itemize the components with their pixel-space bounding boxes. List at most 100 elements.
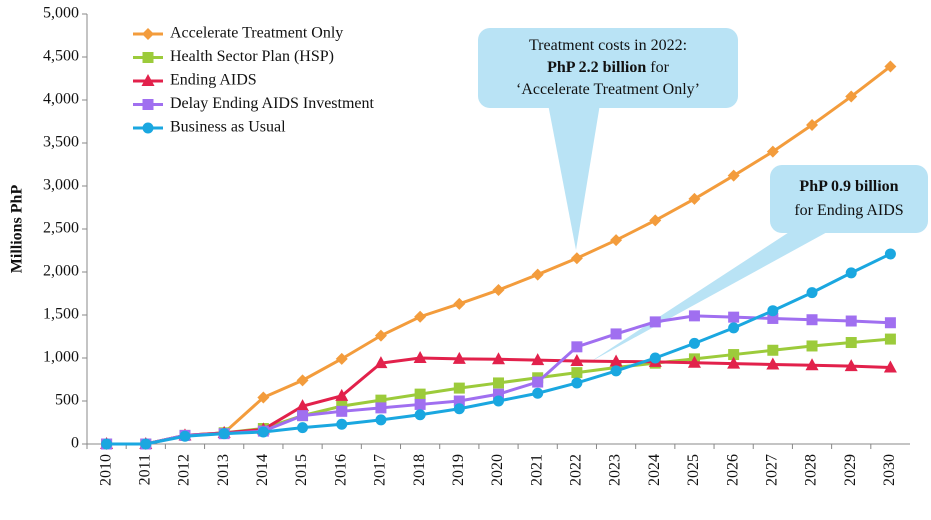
marker bbox=[414, 409, 426, 421]
annotation-part: for Ending AIDS bbox=[794, 202, 903, 219]
marker bbox=[141, 74, 155, 86]
x-tick-label: 2015 bbox=[293, 454, 310, 486]
marker bbox=[335, 388, 349, 401]
marker bbox=[532, 387, 544, 399]
y-tick-label: 2,500 bbox=[43, 220, 79, 237]
marker bbox=[806, 287, 818, 299]
marker bbox=[806, 314, 818, 326]
y-tick-label: 4,000 bbox=[43, 91, 79, 108]
marker bbox=[218, 428, 230, 440]
marker bbox=[140, 438, 152, 450]
y-tick-label: 500 bbox=[55, 392, 79, 409]
marker bbox=[727, 169, 740, 182]
legend-label: Ending AIDS bbox=[170, 72, 257, 89]
marker bbox=[571, 377, 583, 389]
marker bbox=[884, 317, 896, 329]
annotation: for Ending AIDS bbox=[794, 202, 903, 219]
marker bbox=[728, 311, 740, 323]
x-tick-label: 2025 bbox=[685, 454, 702, 486]
x-tick-label: 2024 bbox=[646, 454, 663, 486]
marker bbox=[414, 388, 426, 400]
marker bbox=[453, 297, 466, 310]
marker bbox=[688, 337, 700, 349]
marker bbox=[374, 356, 388, 369]
marker bbox=[844, 359, 858, 372]
x-tick-label: 2020 bbox=[489, 454, 506, 486]
x-tick-label: 2023 bbox=[607, 454, 624, 486]
y-tick-label: 0 bbox=[71, 435, 79, 452]
x-tick-label: 2021 bbox=[528, 454, 545, 486]
marker bbox=[767, 312, 779, 324]
marker bbox=[728, 349, 740, 361]
x-tick-label: 2018 bbox=[411, 454, 428, 486]
x-tick-label: 2014 bbox=[254, 454, 271, 486]
callout-pointer bbox=[548, 104, 600, 250]
marker bbox=[413, 351, 427, 363]
y-tick-label: 5,000 bbox=[43, 5, 79, 22]
annotation-part: for bbox=[646, 59, 669, 76]
y-tick-label: 1,000 bbox=[43, 349, 79, 366]
marker bbox=[257, 391, 270, 404]
marker bbox=[492, 352, 505, 365]
marker bbox=[767, 305, 779, 317]
marker bbox=[493, 388, 504, 400]
marker bbox=[296, 399, 310, 412]
marker bbox=[493, 395, 504, 407]
marker bbox=[297, 410, 309, 422]
marker bbox=[570, 354, 584, 367]
marker bbox=[727, 356, 741, 369]
annotation: PhP 0.9 billion bbox=[799, 178, 898, 195]
marker bbox=[375, 394, 387, 406]
annotation: ‘Accelerate Treatment Only’ bbox=[516, 81, 700, 98]
x-tick-label: 2028 bbox=[803, 454, 820, 486]
y-tick-label: 2,000 bbox=[43, 263, 79, 280]
y-tick-label: 3,000 bbox=[43, 177, 79, 194]
marker bbox=[728, 322, 740, 334]
marker bbox=[766, 145, 779, 158]
x-tick-label: 2016 bbox=[332, 454, 349, 486]
marker bbox=[453, 395, 465, 407]
marker bbox=[571, 367, 583, 379]
marker bbox=[884, 333, 896, 345]
marker bbox=[453, 403, 465, 415]
marker bbox=[649, 352, 661, 364]
legend-label: Health Sector Plan (HSP) bbox=[170, 48, 334, 65]
y-axis-label: Millions PhP bbox=[9, 185, 26, 274]
y-tick-label: 4,500 bbox=[43, 48, 79, 65]
marker bbox=[179, 430, 191, 442]
marker bbox=[142, 28, 154, 40]
x-tick-label: 2013 bbox=[215, 454, 232, 486]
callout-pointer bbox=[590, 225, 840, 362]
legend-label: Business as Usual bbox=[170, 119, 286, 136]
callout-box bbox=[770, 165, 928, 233]
x-tick-label: 2030 bbox=[881, 454, 898, 486]
x-tick-label: 2022 bbox=[568, 454, 585, 486]
annotation: Treatment costs in 2022: bbox=[529, 37, 687, 54]
x-tick-label: 2011 bbox=[136, 454, 153, 485]
marker bbox=[688, 310, 700, 322]
marker bbox=[767, 344, 779, 356]
legend-label: Accelerate Treatment Only bbox=[170, 25, 343, 42]
annotation-part: Treatment costs in 2022: bbox=[529, 37, 687, 54]
x-tick-label: 2017 bbox=[372, 454, 389, 486]
marker bbox=[649, 214, 662, 227]
marker bbox=[609, 354, 623, 367]
x-tick-label: 2019 bbox=[450, 454, 467, 486]
marker bbox=[649, 316, 661, 328]
marker bbox=[845, 90, 858, 103]
marker bbox=[766, 357, 780, 370]
marker bbox=[687, 355, 701, 368]
marker bbox=[101, 438, 113, 450]
marker bbox=[531, 268, 544, 281]
marker bbox=[806, 340, 818, 352]
marker bbox=[374, 329, 387, 342]
marker bbox=[297, 422, 309, 434]
x-tick-label: 2012 bbox=[176, 454, 193, 486]
marker bbox=[806, 118, 819, 131]
marker bbox=[883, 360, 897, 373]
annotation-part: PhP 2.2 billion bbox=[547, 59, 646, 76]
marker bbox=[610, 328, 622, 340]
marker bbox=[688, 192, 701, 205]
marker bbox=[414, 398, 426, 410]
